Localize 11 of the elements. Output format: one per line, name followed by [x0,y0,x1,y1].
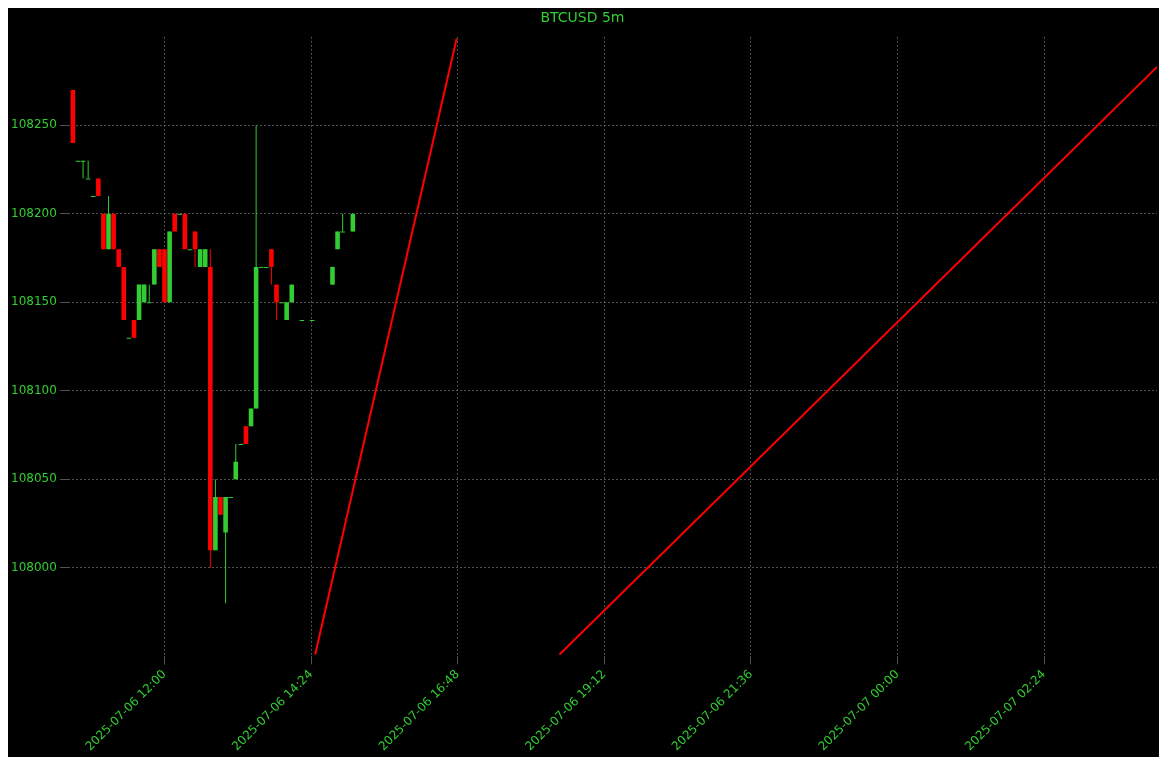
candlestick [233,443,239,480]
y-tick-label: 108250 [11,117,57,132]
candlestick [274,284,279,321]
y-tick-label: 108100 [11,382,57,397]
chart-title: BTCUSD 5m [540,9,625,26]
y-tick-label: 108200 [11,205,57,220]
candlestick [146,284,152,304]
y-tick-label: 108150 [11,294,57,309]
candlestick [269,248,274,286]
y-tick-label: 108050 [11,471,57,486]
y-tick-label: 108000 [11,559,57,574]
